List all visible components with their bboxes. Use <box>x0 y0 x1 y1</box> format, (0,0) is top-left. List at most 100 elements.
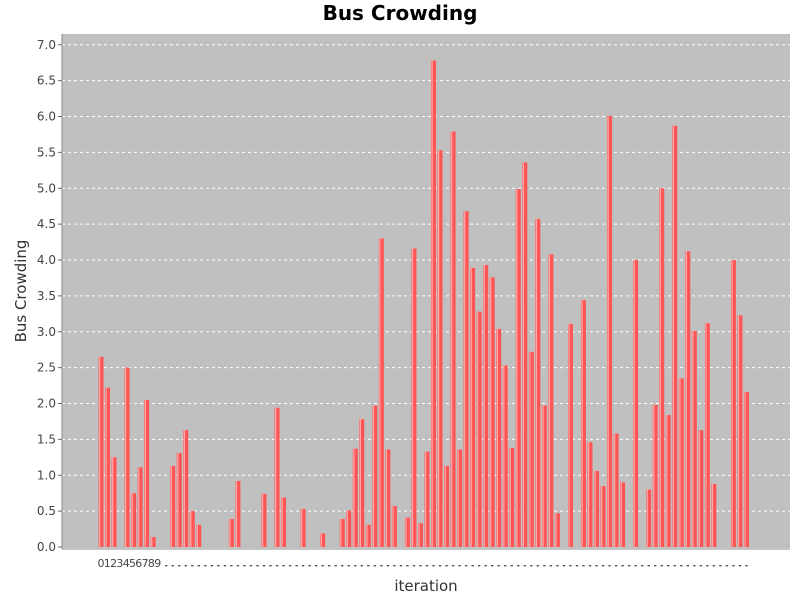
x-tick-compressed <box>556 565 559 567</box>
bar <box>646 489 652 547</box>
bar-highlight <box>177 453 179 547</box>
x-tick-compressed <box>719 565 722 567</box>
bar-highlight <box>301 508 303 547</box>
bar-highlight <box>477 311 479 547</box>
bar <box>196 524 202 547</box>
bar <box>378 238 384 547</box>
x-tick-compressed <box>706 565 709 567</box>
x-tick-label: 1 <box>104 557 111 570</box>
bar-highlight <box>353 448 355 547</box>
bar <box>600 486 606 547</box>
x-tick-compressed <box>275 565 279 567</box>
x-tick-compressed <box>575 565 579 567</box>
bar <box>391 506 397 547</box>
bar-highlight <box>503 365 505 547</box>
x-tick-compressed <box>484 565 487 567</box>
x-tick-compressed <box>562 565 566 567</box>
bar-highlight <box>483 265 485 547</box>
bar-highlight <box>418 523 420 547</box>
x-tick-label: 4 <box>123 557 130 570</box>
y-tick-label: 6.5 <box>37 74 56 88</box>
bar <box>672 125 678 547</box>
x-tick-compressed <box>360 565 363 567</box>
bar-highlight <box>535 219 538 548</box>
x-tick-label: 0 <box>98 557 105 570</box>
x-tick-compressed <box>432 565 435 567</box>
x-tick-compressed <box>582 565 585 567</box>
x-tick-compressed <box>249 565 253 567</box>
bar <box>554 513 560 547</box>
y-tick-label: 5.5 <box>37 145 56 159</box>
x-tick-compressed <box>288 565 292 567</box>
bar-highlight <box>653 404 655 547</box>
bar <box>404 517 410 547</box>
bar <box>659 188 665 548</box>
x-tick-compressed <box>536 565 540 567</box>
x-tick-label: 7 <box>142 557 149 570</box>
bar-highlight <box>320 533 322 547</box>
x-tick-compressed <box>523 565 526 567</box>
x-tick-compressed <box>491 565 494 567</box>
x-tick-label: 9 <box>154 557 161 570</box>
bar <box>594 470 600 547</box>
x-tick-compressed <box>204 565 207 567</box>
x-tick-compressed <box>243 565 246 567</box>
x-tick-compressed <box>341 565 344 567</box>
bar <box>183 430 189 547</box>
x-tick-compressed <box>699 565 703 567</box>
bar-highlight <box>555 513 557 547</box>
bar-highlight <box>262 493 264 547</box>
bar <box>98 356 104 547</box>
bar-highlight <box>744 392 746 547</box>
bar <box>483 265 489 547</box>
bar <box>678 378 684 547</box>
bar <box>189 511 195 547</box>
bar-highlight <box>737 315 740 547</box>
bar-highlight <box>131 493 133 547</box>
bar-highlight <box>646 489 648 547</box>
bar <box>737 315 743 547</box>
bar <box>131 493 137 547</box>
x-tick-compressed <box>667 565 670 567</box>
bar <box>385 449 391 547</box>
bar <box>170 465 176 547</box>
bar-highlight <box>190 511 192 547</box>
bar-highlight <box>425 451 427 547</box>
x-tick-compressed <box>712 565 716 567</box>
bar-highlight <box>405 517 407 547</box>
x-tick-compressed <box>693 565 696 567</box>
bar-highlight <box>490 277 492 547</box>
x-tick-compressed <box>549 565 553 567</box>
bar-highlight <box>470 267 472 547</box>
x-tick-compressed <box>588 565 592 567</box>
bar <box>228 519 234 547</box>
bar-highlight <box>392 506 394 547</box>
x-tick-compressed <box>595 565 598 567</box>
x-tick-compressed <box>680 565 683 567</box>
x-tick-compressed <box>673 565 676 567</box>
bar-highlight <box>464 211 466 547</box>
bar-highlight <box>529 351 531 547</box>
x-tick-compressed <box>230 565 233 567</box>
x-tick-compressed <box>458 565 461 567</box>
x-tick-compressed <box>419 565 422 567</box>
bar <box>470 267 476 547</box>
bar-highlight <box>151 536 153 547</box>
bar <box>450 131 456 547</box>
bar <box>509 447 515 547</box>
bar-highlight <box>568 323 570 547</box>
bar-highlight <box>229 519 231 547</box>
bar <box>281 497 287 547</box>
x-tick-label: 2 <box>110 557 117 570</box>
x-tick-compressed <box>438 565 442 567</box>
x-tick-compressed <box>745 565 748 567</box>
x-tick-compressed <box>640 565 644 567</box>
y-axis-label: Bus Crowding <box>12 240 30 343</box>
bar-highlight <box>196 524 198 547</box>
bar <box>274 407 280 547</box>
x-tick-compressed <box>738 565 742 567</box>
bar-highlight <box>705 323 707 547</box>
bar-highlight <box>444 465 446 547</box>
x-tick-compressed <box>308 565 311 567</box>
